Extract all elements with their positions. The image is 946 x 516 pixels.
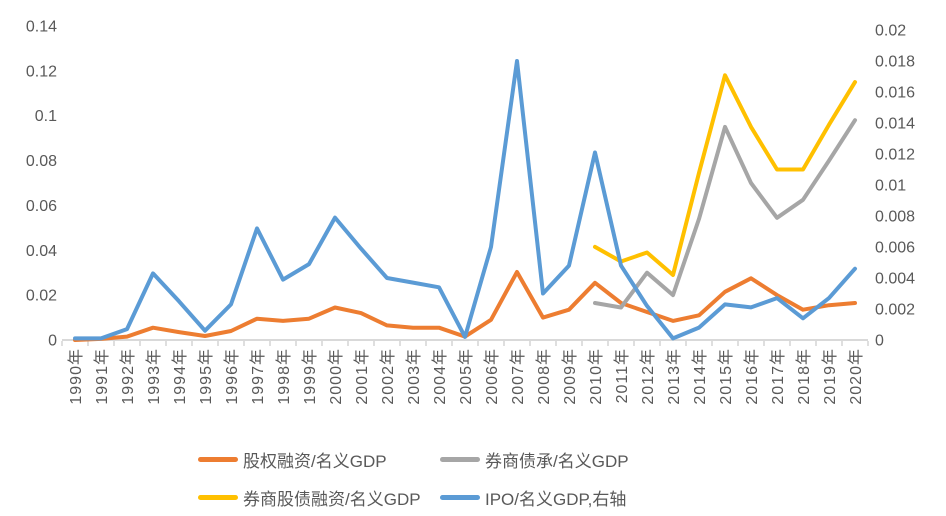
x-axis-label: 1993年 — [145, 348, 163, 405]
x-axis-label: 1997年 — [249, 348, 267, 405]
x-axis-label: 2001年 — [353, 348, 371, 405]
x-axis-label: 1990年 — [67, 348, 85, 405]
left-axis-tick-label: 0.08 — [26, 153, 57, 170]
x-axis-label: 1998年 — [275, 348, 293, 405]
right-axis-tick-label: 0.018 — [875, 54, 915, 71]
chart-canvas: 0.14 0.12 0.1 0.08 0.06 0.04 0.02 0 0.02 0.018 0.0… — [26, 19, 915, 405]
right-axis-tick-label: 0.008 — [875, 209, 915, 226]
legend-line-swatch-icon — [440, 495, 480, 500]
left-axis-tick-label: 0.1 — [35, 108, 57, 125]
legend-item-broker-bond-underwriting: 券商债承/名义GDP — [440, 447, 629, 472]
x-axis-label: 2006年 — [483, 348, 501, 405]
right-axis-tick-label: 0.02 — [875, 23, 906, 40]
right-axis-tick-label: 0.01 — [875, 178, 906, 195]
legend: 股权融资/名义GDP 券商债承/名义GDP 券商股债融资/名义GDP IPO/名… — [198, 447, 629, 510]
x-axis-label: 2000年 — [327, 348, 345, 405]
x-axis-label: 2018年 — [795, 348, 813, 405]
legend-item-ipo: IPO/名义GDP,右轴 — [440, 485, 629, 510]
x-axis-label: 2002年 — [379, 348, 397, 405]
legend-item-equity-financing: 股权融资/名义GDP — [198, 447, 440, 472]
series-line-1 — [593, 118, 857, 310]
right-axis-tick-label: 0.012 — [875, 147, 915, 164]
right-axis-tick-label: 0.004 — [875, 271, 915, 288]
right-axis-tick-label: 0.006 — [875, 240, 915, 257]
x-axis-label: 2008年 — [535, 348, 553, 405]
x-axis-label: 1999年 — [301, 348, 319, 405]
x-axis-label: 2005年 — [457, 348, 475, 405]
x-axis-label: 2009年 — [561, 348, 579, 405]
series-line-2 — [593, 73, 857, 277]
left-axis-tick-label: 0 — [48, 333, 57, 350]
legend-item-broker-equity-bond-financing: 券商股债融资/名义GDP — [198, 485, 440, 510]
x-axis-label: 1991年 — [93, 348, 111, 405]
left-axis-tick-label: 0.02 — [26, 288, 57, 305]
series-line-3 — [73, 59, 857, 341]
right-axis-tick-label: 0.014 — [875, 116, 915, 133]
right-axis-tick-label: 0.016 — [875, 85, 915, 102]
x-axis-label: 1994年 — [171, 348, 189, 405]
legend-label: IPO/名义GDP,右轴 — [485, 490, 627, 509]
left-axis-tick-label: 0.04 — [26, 243, 57, 260]
legend-line-swatch-icon — [198, 457, 238, 462]
right-axis-tick-label: 0.002 — [875, 302, 915, 319]
legend-label: 券商股债融资/名义GDP — [243, 490, 421, 509]
left-axis-tick-label: 0.12 — [26, 63, 57, 80]
x-axis-label: 2019年 — [821, 348, 839, 405]
right-axis-tick-label: 0 — [875, 333, 884, 350]
legend-label: 股权融资/名义GDP — [243, 452, 387, 471]
x-axis-label: 2007年 — [509, 348, 527, 405]
x-axis-label: 1992年 — [119, 348, 137, 405]
x-axis-label: 2012年 — [639, 348, 657, 405]
x-axis-label: 2013年 — [665, 348, 683, 405]
x-axis-label: 1995年 — [197, 348, 215, 405]
legend-line-swatch-icon — [198, 495, 238, 500]
left-axis-tick-label: 0.14 — [26, 19, 57, 36]
legend-line-swatch-icon — [440, 457, 480, 462]
x-axis-label: 2014年 — [691, 348, 709, 405]
x-axis-label: 2003年 — [405, 348, 423, 405]
x-axis-label: 2011年 — [613, 348, 631, 403]
x-axis-label: 2015年 — [717, 348, 735, 405]
x-axis-label: 1996年 — [223, 348, 241, 405]
x-axis-label: 2020年 — [847, 348, 865, 405]
legend-label: 券商债承/名义GDP — [485, 452, 629, 471]
left-axis-tick-label: 0.06 — [26, 198, 57, 215]
x-axis-label: 2016年 — [743, 348, 761, 405]
x-axis-label: 2010年 — [587, 348, 605, 405]
x-axis-label: 2017年 — [769, 348, 787, 405]
x-axis-label: 2004年 — [431, 348, 449, 405]
